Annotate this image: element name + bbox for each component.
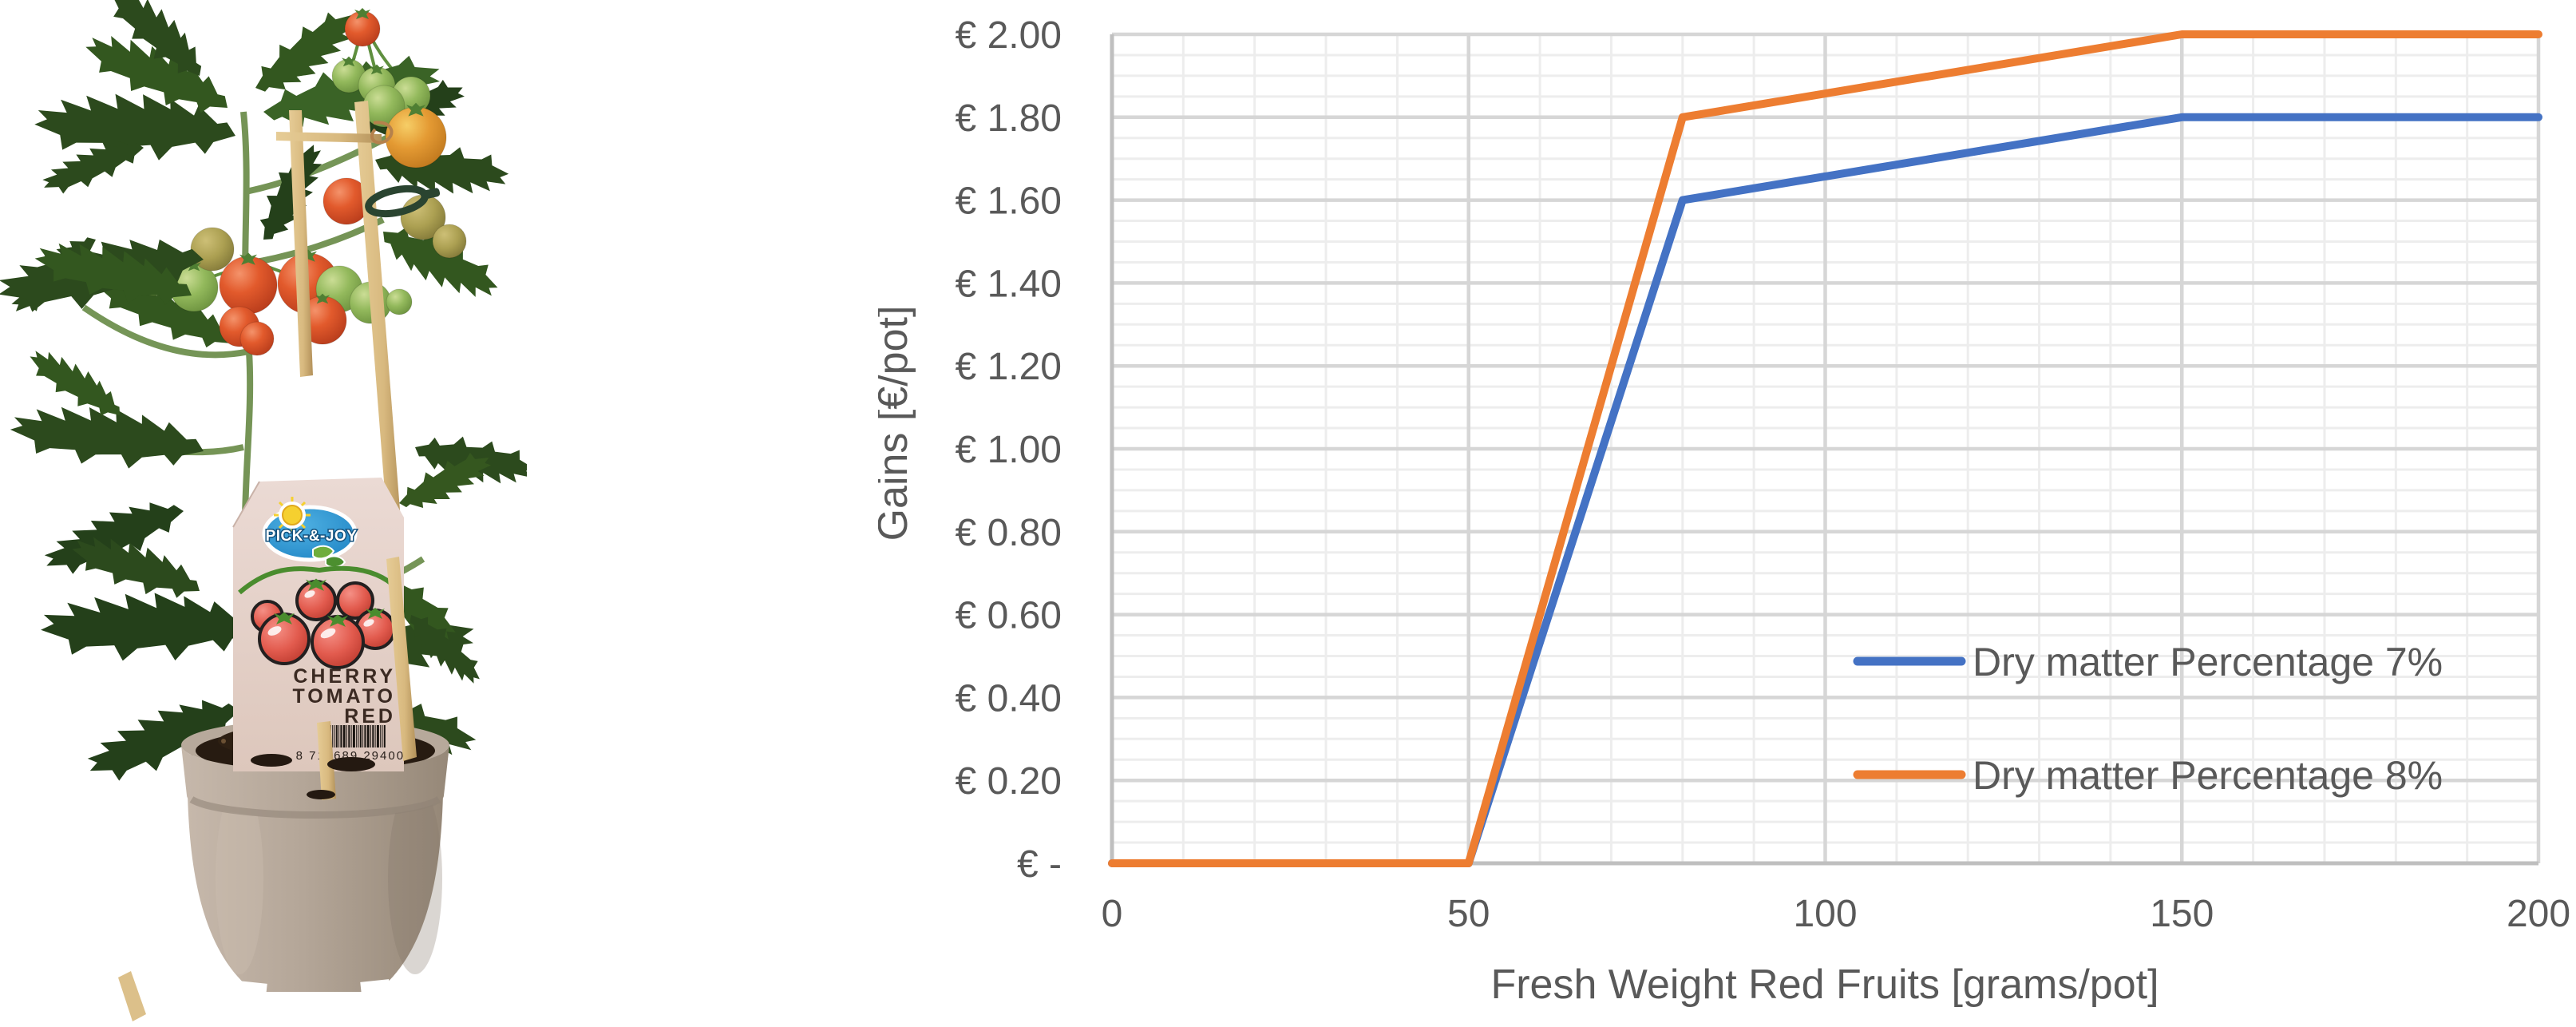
x-tick-label: 200 xyxy=(2507,893,2570,935)
wire-tie xyxy=(370,121,394,145)
y-tick-label: € 1.60 xyxy=(956,180,1062,223)
y-tick-label: € 1.00 xyxy=(956,429,1062,471)
soil-clumps-front xyxy=(251,754,375,799)
x-tick-label: 150 xyxy=(2150,893,2214,935)
plant-clip xyxy=(365,184,441,218)
x-tick-label: 50 xyxy=(1447,893,1490,935)
label-tag: PICK-&-JOY xyxy=(232,478,411,771)
stake-left xyxy=(289,110,313,377)
series-line-2 xyxy=(1108,30,2542,867)
tag-title-line3: RED xyxy=(344,705,396,728)
x-tick-label: 100 xyxy=(1793,893,1857,935)
stake-right-lower xyxy=(386,557,417,761)
y-tick-label: € - xyxy=(1017,843,1062,886)
pot-rim-shadow xyxy=(189,796,441,819)
brand-name: PICK-&-JOY xyxy=(266,528,358,545)
tomato-illustration xyxy=(238,565,396,669)
logo-leaves-icon xyxy=(312,545,346,569)
x-axis-title: Fresh Weight Red Fruits [grams/pot] xyxy=(1490,962,2159,1008)
y-tick-label: € 0.40 xyxy=(956,677,1062,720)
pot-feet-notches xyxy=(237,979,390,997)
y-axis-title: Gains [€/pot] xyxy=(878,306,916,541)
stake-center-lower xyxy=(317,721,336,800)
y-tick-label: € 1.20 xyxy=(956,346,1062,388)
gains-line-chart: € - € 0.20 € 0.40 € 0.60 € 0.80 € 1.00 € 1.20 €… xyxy=(878,14,2570,1008)
x-tick-label: 0 xyxy=(1102,893,1123,935)
y-tick-label: € 0.20 xyxy=(956,760,1062,803)
y-tick-label: € 2.00 xyxy=(956,14,1062,57)
y-tick-label: € 1.40 xyxy=(956,263,1062,305)
sun-icon xyxy=(274,497,311,533)
y-tick-label: € 0.80 xyxy=(956,512,1062,554)
stake-right xyxy=(354,101,403,553)
pot-rim xyxy=(181,745,449,819)
tag-title-line1: CHERRY xyxy=(293,665,396,688)
tomato-plant-photo: PICK-&-JOY xyxy=(0,0,527,1021)
stake-tip-front-left xyxy=(118,971,146,1021)
y-tick-label: € 0.60 xyxy=(956,595,1062,637)
stake-crossbar xyxy=(276,132,382,143)
legend-label-1: Dry matter Percentage 7% xyxy=(1973,640,2443,684)
legend-label-2: Dry matter Percentage 8% xyxy=(1973,753,2443,798)
tag-title-line2: TOMATO xyxy=(292,685,396,708)
wooden-stakes xyxy=(276,101,403,553)
y-tick-label: € 1.80 xyxy=(956,97,1062,140)
